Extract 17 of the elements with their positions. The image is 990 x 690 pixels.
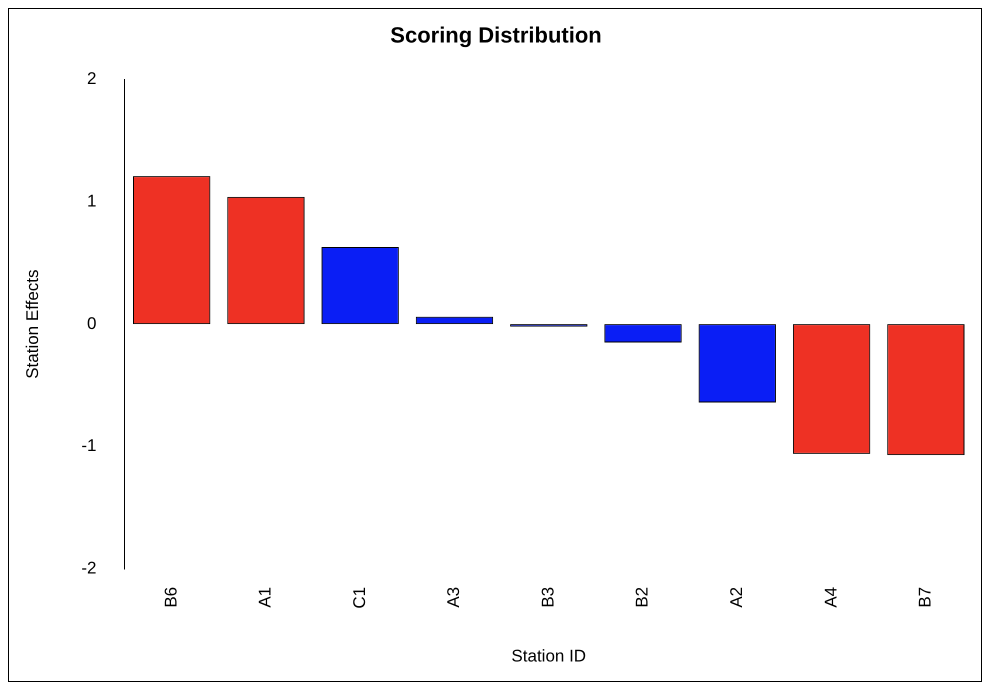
x-tick-label: B3 xyxy=(538,586,558,608)
x-tick-label: A4 xyxy=(821,586,840,608)
x-tick-label: B6 xyxy=(161,586,180,608)
x-tick-label: B7 xyxy=(916,586,935,608)
y-tick-label: 1 xyxy=(87,191,97,210)
x-tick-label: C1 xyxy=(350,586,369,609)
x-tick-label: A3 xyxy=(444,586,464,608)
x-tick-label: A2 xyxy=(726,586,746,608)
x-tick-label: B2 xyxy=(632,586,652,608)
y-tick-label: 2 xyxy=(87,69,97,88)
y-tick-label: -1 xyxy=(81,436,97,456)
x-axis-title: Station ID xyxy=(511,646,586,666)
chart-title: Scoring Distribution xyxy=(390,22,602,48)
x-tick-label: A1 xyxy=(256,586,275,608)
y-tick-label: -2 xyxy=(81,558,97,578)
y-tick-label: 0 xyxy=(87,314,97,333)
y-axis-title: Station Effects xyxy=(22,269,42,379)
